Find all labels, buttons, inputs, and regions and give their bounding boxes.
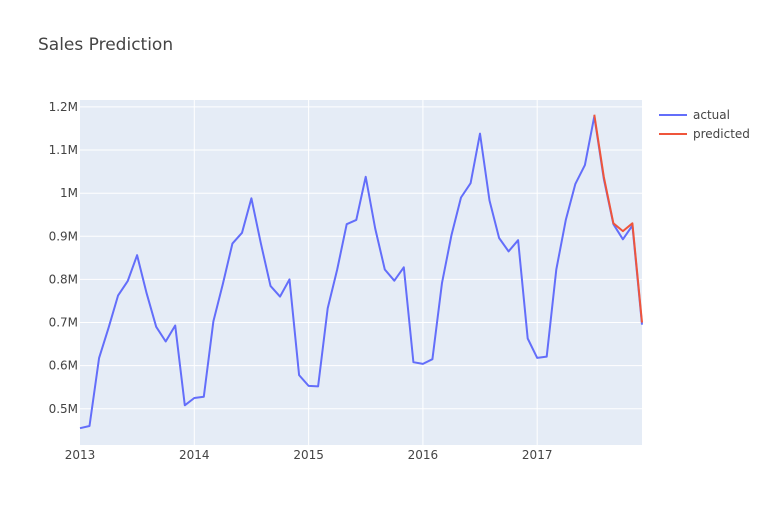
y-tick-label: 1M (60, 186, 78, 200)
x-axis: 2013 2014 2015 2016 2017 (65, 448, 553, 462)
legend-label: predicted (693, 127, 750, 141)
x-tick-label: 2015 (293, 448, 324, 462)
legend-item-predicted[interactable]: predicted (659, 127, 750, 141)
y-tick-label: 0.5M (49, 402, 78, 416)
x-tick-label: 2017 (522, 448, 553, 462)
y-tick-label: 0.6M (49, 359, 78, 373)
legend-label: actual (693, 108, 730, 122)
y-tick-label: 0.9M (49, 229, 78, 243)
legend-item-actual[interactable]: actual (659, 108, 730, 122)
series-line-actual (79, 115, 643, 430)
x-tick-label: 2013 (65, 448, 96, 462)
y-tick-label: 0.7M (49, 316, 78, 330)
x-tick-label: 2016 (408, 448, 439, 462)
y-tick-label: 1.2M (49, 100, 78, 114)
series-layer (79, 114, 643, 430)
y-tick-label: 0.8M (49, 272, 78, 286)
gridlines (80, 100, 642, 445)
y-tick-label: 1.1M (49, 143, 78, 157)
y-axis: 0.5M 0.6M 0.7M 0.8M 0.9M 1M 1.1M 1.2M (49, 100, 78, 416)
x-tick-label: 2014 (179, 448, 210, 462)
plot-area (80, 100, 642, 445)
series-line-predicted (593, 114, 643, 323)
chart-title: Sales Prediction (38, 35, 173, 55)
legend[interactable]: actual predicted (659, 108, 750, 141)
